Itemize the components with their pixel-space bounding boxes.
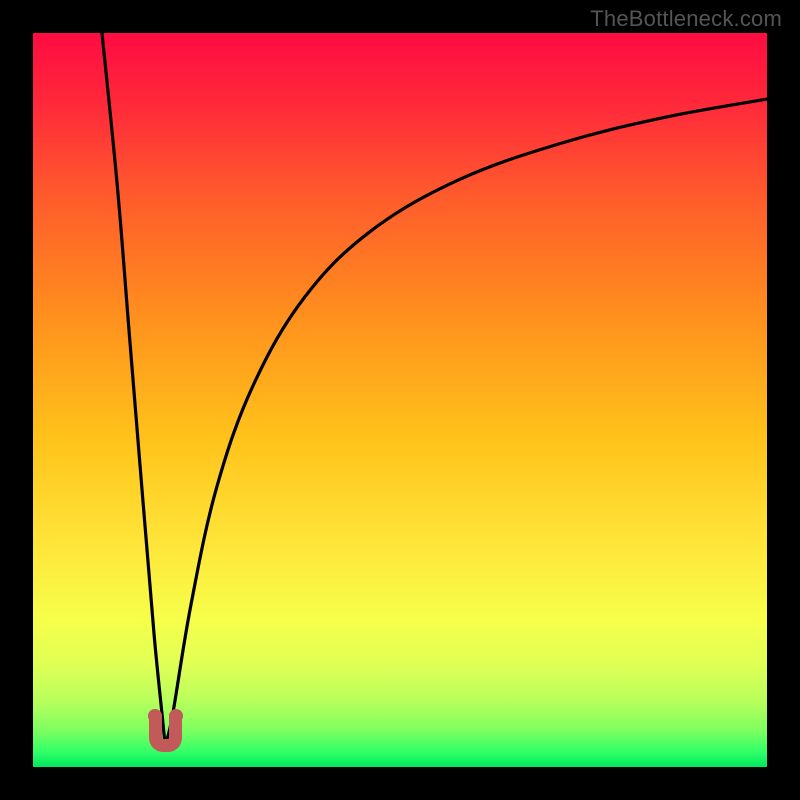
- plot-area: [33, 33, 767, 767]
- watermark-label: TheBottleneck.com: [590, 6, 782, 32]
- bottleneck-curve: [33, 33, 767, 767]
- stage: TheBottleneck.com: [0, 0, 800, 800]
- optimal-point-marker: [149, 716, 182, 753]
